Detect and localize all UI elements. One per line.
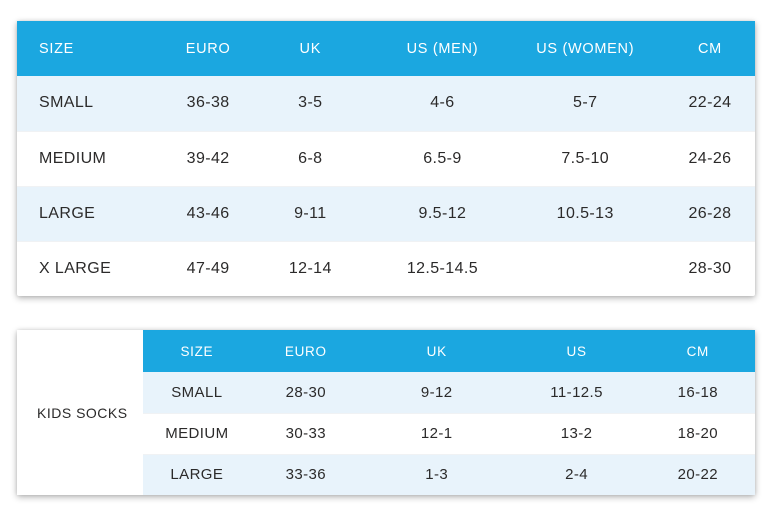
kids-table-wrap: SIZE EURO UK US CM SMALL 28-30 9-12 11-1…: [143, 330, 755, 495]
kids-socks-label: KIDS SOCKS: [17, 330, 143, 495]
size-cell: SMALL: [171, 383, 223, 401]
value-cell: 22-24: [688, 94, 732, 112]
size-cell: LARGE: [143, 453, 251, 495]
adult-header-us-men: US (MEN): [379, 21, 506, 76]
value-cell: 7.5-10: [505, 130, 665, 186]
value-cell: 5-7: [573, 94, 598, 112]
adult-header-uk: UK: [241, 21, 380, 76]
value-cell: 10.5-13: [505, 185, 665, 241]
value-cell: 13-2: [512, 412, 641, 454]
kids-header-us: US: [512, 330, 641, 372]
value-cell: 33-36: [250, 453, 361, 495]
value-cell: 36-38: [186, 94, 230, 112]
table-row-medium: MEDIUM 39-42 6-8 6.5-9 7.5-10 24-26: [17, 130, 755, 186]
kids-header-size: SIZE: [143, 330, 251, 372]
table-row-large: LARGE 43-46 9-11 9.5-12 10.5-13 26-28: [17, 185, 755, 241]
adult-size-chart-card: SIZE EURO UK US (MEN) US (WOMEN) CM SMAL…: [17, 21, 755, 296]
kids-size-table: SIZE EURO UK US CM SMALL 28-30 9-12 11-1…: [143, 330, 755, 495]
value-cell: 24-26: [664, 130, 755, 186]
kids-table-body: SMALL 28-30 9-12 11-12.5 16-18 MEDIUM 30…: [143, 372, 755, 495]
kids-table-header: SIZE EURO UK US CM: [143, 330, 755, 372]
value-cell: 6.5-9: [379, 130, 506, 186]
value-cell: 28-30: [664, 240, 755, 296]
value-cell: 2-4: [512, 453, 641, 495]
value-cell: 43-46: [174, 185, 242, 241]
kids-header-row: SIZE EURO UK US CM: [143, 330, 755, 372]
adult-header-euro: EURO: [174, 21, 242, 76]
table-row-x-large: X LARGE 47-49 12-14 12.5-14.5 28-30: [17, 240, 755, 296]
table-row-kids-small: SMALL 28-30 9-12 11-12.5 16-18: [143, 372, 755, 413]
value-cell: 26-28: [664, 185, 755, 241]
value-cell: 11-12.5: [550, 383, 603, 401]
value-cell: 1-3: [360, 453, 513, 495]
value-cell: 16-18: [677, 383, 718, 401]
size-cell: X LARGE: [17, 240, 175, 296]
adult-header-us-women: US (WOMEN): [505, 21, 665, 76]
value-cell: 47-49: [174, 240, 242, 296]
value-cell: 20-22: [640, 453, 755, 495]
value-cell: 18-20: [640, 412, 755, 454]
table-row-kids-medium: MEDIUM 30-33 12-1 13-2 18-20: [143, 412, 755, 454]
value-cell: 9-11: [241, 185, 380, 241]
size-cell: LARGE: [17, 185, 175, 241]
adult-header-row: SIZE EURO UK US (MEN) US (WOMEN) CM: [17, 21, 755, 76]
kids-header-cm: CM: [640, 330, 755, 372]
kids-size-chart-card: KIDS SOCKS SIZE EURO UK US CM SMALL 28-3…: [17, 330, 755, 495]
value-cell: 9-12: [420, 383, 453, 401]
value-cell: 3-5: [298, 94, 323, 112]
value-cell: 12.5-14.5: [379, 240, 506, 296]
table-row-small: SMALL 36-38 3-5 4-6 5-7 22-24: [17, 76, 755, 131]
adult-table-body: SMALL 36-38 3-5 4-6 5-7 22-24 MEDIUM 39-…: [17, 76, 755, 296]
value-cell: 12-1: [360, 412, 513, 454]
value-cell: 4-6: [430, 94, 455, 112]
size-cell: MEDIUM: [17, 130, 175, 186]
adult-table-header: SIZE EURO UK US (MEN) US (WOMEN) CM: [17, 21, 755, 76]
kids-header-uk: UK: [360, 330, 513, 372]
adult-header-size: SIZE: [17, 21, 175, 76]
value-cell empty-cell: [505, 240, 665, 296]
value-cell: 6-8: [241, 130, 380, 186]
kids-header-euro: EURO: [250, 330, 361, 372]
adult-header-cm: CM: [664, 21, 755, 76]
value-cell: 30-33: [250, 412, 361, 454]
value-cell: 39-42: [174, 130, 242, 186]
table-row-kids-large: LARGE 33-36 1-3 2-4 20-22: [143, 453, 755, 495]
value-cell: 12-14: [241, 240, 380, 296]
size-cell: SMALL: [39, 94, 94, 112]
value-cell: 9.5-12: [379, 185, 506, 241]
value-cell: 28-30: [285, 383, 326, 401]
adult-size-table: SIZE EURO UK US (MEN) US (WOMEN) CM SMAL…: [17, 21, 755, 296]
size-cell: MEDIUM: [143, 412, 251, 454]
